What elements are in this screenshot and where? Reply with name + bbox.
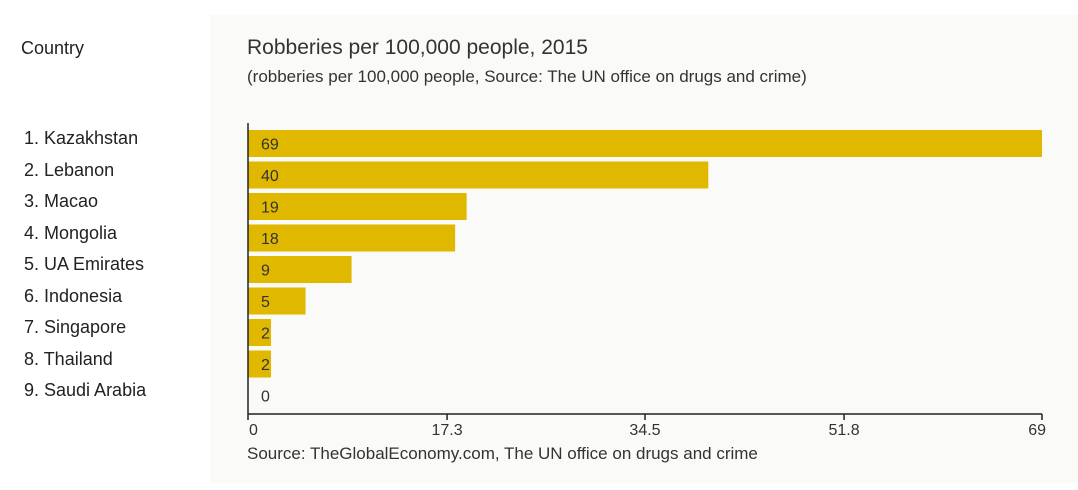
bar-value-label: 5 <box>261 294 270 311</box>
country-list-item[interactable]: 1. Kazakhstan <box>24 128 139 148</box>
chart-source: Source: TheGlobalEconomy.com, The UN off… <box>247 444 758 463</box>
bar[interactable] <box>248 256 352 283</box>
bar[interactable] <box>248 224 456 252</box>
chart-title: Robberies per 100,000 people, 2015 <box>247 36 588 59</box>
country-list-item[interactable]: 5. UA Emirates <box>24 254 145 274</box>
bar-value-label: 2 <box>261 357 270 374</box>
bar-value-label: 9 <box>261 263 270 280</box>
country-list-item[interactable]: 2. Lebanon <box>24 160 115 180</box>
country-list-item[interactable]: 9. Saudi Arabia <box>24 380 147 400</box>
bar[interactable] <box>248 319 272 346</box>
x-tick-label: 0 <box>249 422 258 439</box>
country-list-item[interactable]: 6. Indonesia <box>24 286 123 306</box>
bar-value-label: 18 <box>261 231 279 248</box>
bar[interactable] <box>248 161 709 189</box>
bar[interactable] <box>248 287 306 315</box>
bar-value-label: 69 <box>261 137 279 154</box>
chart-subtitle: (robberies per 100,000 people, Source: T… <box>247 67 807 86</box>
x-tick-label: 34.5 <box>629 422 660 439</box>
x-tick-label: 69 <box>1028 422 1046 439</box>
x-tick-label: 51.8 <box>829 422 860 439</box>
bar[interactable] <box>248 193 467 220</box>
country-list-item[interactable]: 8. Thailand <box>24 349 113 369</box>
country-list: Country 1. Kazakhstan 2. Lebanon 3. Maca… <box>0 0 210 490</box>
bar-value-label: 40 <box>261 168 279 185</box>
bar-value-label: 0 <box>261 389 270 406</box>
bar[interactable] <box>248 350 272 378</box>
bar[interactable] <box>248 130 1042 157</box>
country-list-item[interactable]: 4. Mongolia <box>24 223 118 243</box>
bar-value-label: 2 <box>261 326 270 343</box>
bar-value-label: 19 <box>261 200 279 217</box>
country-list-item[interactable]: 3. Macao <box>24 191 99 211</box>
x-tick-label: 17.3 <box>432 422 463 439</box>
country-list-header: Country <box>21 38 85 58</box>
country-list-item[interactable]: 7. Singapore <box>24 317 127 337</box>
